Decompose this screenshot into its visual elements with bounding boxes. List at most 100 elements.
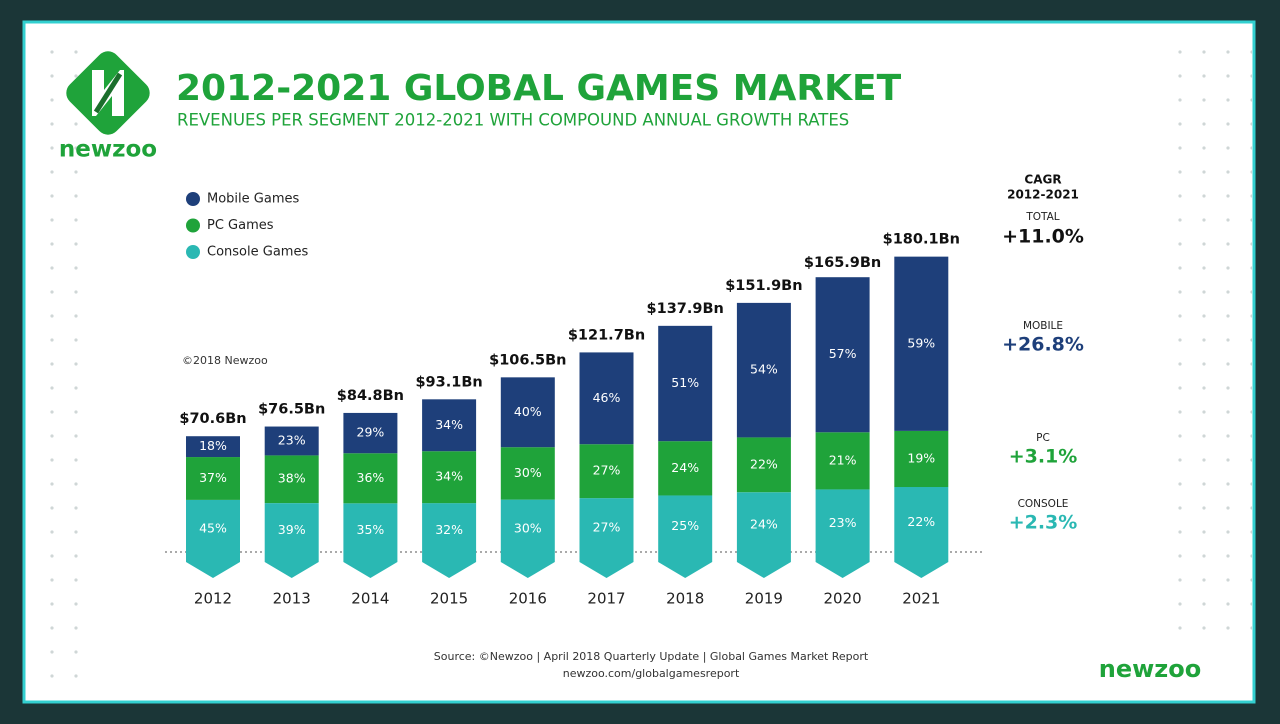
legend-label: PC Games (207, 218, 274, 233)
total-label: $137.9Bn (647, 301, 724, 317)
segment-label: 38% (278, 471, 306, 486)
bar-segment (500, 499, 555, 578)
segment-label: 22% (750, 456, 778, 471)
bar-segment (579, 498, 634, 578)
segment-label: 22% (907, 514, 935, 529)
segment-label: 24% (671, 460, 699, 475)
bar-segment (894, 487, 949, 578)
segment-label: 32% (435, 522, 463, 537)
bar-segment (500, 377, 555, 448)
segment-label: 24% (750, 517, 778, 532)
total-label: $93.1Bn (415, 374, 482, 390)
legend-label: Console Games (207, 245, 308, 260)
cagr-label: MOBILE (1023, 320, 1063, 332)
bar-segment (186, 436, 240, 458)
total-label: $106.5Bn (489, 352, 566, 368)
x-tick-label: 2020 (824, 590, 862, 608)
x-tick-label: 2021 (902, 590, 940, 608)
bar-segment (343, 503, 398, 578)
bar-segment (658, 495, 713, 578)
cagr-label: CONSOLE (1018, 498, 1069, 510)
bar-segment (343, 412, 398, 454)
bar-segment (658, 441, 713, 496)
logo (66, 51, 150, 135)
segment-label: 27% (593, 520, 621, 535)
bar-segment (422, 399, 477, 452)
segment-label: 29% (357, 425, 385, 440)
dot-grid-left (36, 30, 88, 690)
bar-segment (658, 325, 713, 442)
segment-label: 18% (199, 438, 227, 453)
segment-label: 21% (829, 452, 857, 467)
segment-label: 34% (435, 417, 463, 432)
copyright: ©2018 Newzoo (182, 354, 268, 367)
bar-segment (894, 430, 949, 488)
x-tick-label: 2017 (587, 590, 625, 608)
total-label: $165.9Bn (804, 255, 881, 271)
segment-label: 39% (278, 522, 306, 537)
segment-label: 37% (199, 470, 227, 485)
cagr-label: PC (1036, 432, 1050, 444)
cagr-value: +2.3% (1009, 512, 1078, 534)
segment-label: 54% (750, 362, 778, 377)
segment-label: 30% (514, 465, 542, 480)
segment-label: 59% (907, 335, 935, 350)
bar-segment (815, 432, 870, 490)
legend-swatch (186, 245, 200, 259)
bar-segment (264, 503, 319, 578)
bar-segment (815, 489, 870, 578)
x-tick-label: 2015 (430, 590, 468, 608)
bar-segment (186, 499, 240, 578)
x-tick-label: 2016 (509, 590, 547, 608)
bar-segment (422, 451, 477, 504)
footer-logo: newzoo (1099, 655, 1201, 683)
total-label: $76.5Bn (258, 402, 325, 418)
chart-subtitle: REVENUES PER SEGMENT 2012-2021 WITH COMP… (177, 111, 849, 130)
segment-label: 35% (357, 522, 385, 537)
total-label: $151.9Bn (725, 278, 802, 294)
bar-segment (500, 447, 555, 500)
total-label: $84.8Bn (337, 388, 404, 404)
bar-segment (736, 302, 791, 438)
segment-label: 27% (593, 463, 621, 478)
chart-title: 2012-2021 GLOBAL GAMES MARKET (176, 68, 902, 109)
logo-text: newzoo (59, 137, 157, 163)
segment-label: 25% (671, 518, 699, 533)
bar-segment (736, 437, 791, 493)
cagr-value: +26.8% (1002, 334, 1084, 356)
segment-label: 57% (829, 346, 857, 361)
segment-label: 34% (435, 469, 463, 484)
url: newzoo.com/globalgamesreport (563, 667, 740, 680)
total-label: $121.7Bn (568, 327, 645, 343)
source: Source: ©Newzoo | April 2018 Quarterly U… (434, 650, 869, 663)
bar-segment (815, 277, 870, 433)
x-tick-label: 2012 (194, 590, 232, 608)
cagr-value: +3.1% (1009, 446, 1078, 468)
cagr-label: TOTAL (1025, 211, 1059, 223)
segment-label: 36% (357, 470, 385, 485)
bar-segment (343, 453, 398, 504)
legend-label: Mobile Games (207, 192, 299, 207)
bar-segment (894, 256, 949, 431)
segment-label: 23% (278, 432, 306, 447)
bar-segment (264, 426, 319, 456)
segment-label: 23% (829, 515, 857, 530)
segment-label: 30% (514, 520, 542, 535)
x-tick-label: 2013 (273, 590, 311, 608)
bar-segment (579, 352, 634, 445)
legend-swatch (186, 192, 200, 206)
segment-label: 40% (514, 404, 542, 419)
x-tick-label: 2018 (666, 590, 704, 608)
bar-segment (736, 492, 791, 578)
total-label: $70.6Bn (179, 411, 246, 427)
dot-grid-right (1176, 30, 1252, 630)
cagr-value: +11.0% (1002, 226, 1084, 248)
bar-segment (186, 457, 240, 500)
legend-swatch (186, 218, 200, 233)
bar-segment (264, 455, 319, 504)
segment-label: 46% (593, 390, 621, 405)
bar-segment (579, 444, 634, 499)
segment-label: 19% (907, 450, 935, 465)
card (22, 20, 1256, 704)
